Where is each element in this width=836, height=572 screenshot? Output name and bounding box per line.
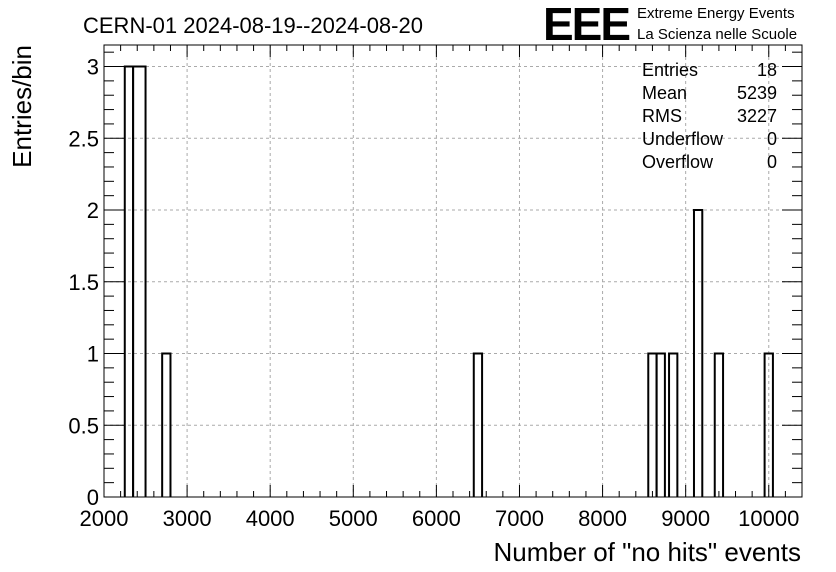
y-tick-label: 2.5 — [68, 126, 99, 151]
histogram-bar — [472, 352, 484, 497]
histogram-bar — [655, 352, 666, 497]
x-tick-label: 4000 — [246, 506, 295, 531]
histogram-bar — [668, 352, 679, 497]
plot-frame — [103, 44, 803, 498]
eee-logo: EEE Extreme Energy Events La Scienza nel… — [543, 0, 797, 50]
stat-label: RMS — [642, 106, 682, 126]
stats-box: Entries 18 Mean 5239 RMS 3227 Underflow 0 Overfl… — [642, 60, 777, 172]
y-tick-labels: 0 0.5 1 1.5 2 2.5 3 — [68, 55, 99, 510]
x-tick-label: 5000 — [329, 506, 378, 531]
stat-value: 18 — [757, 60, 777, 80]
stat-label: Underflow — [642, 129, 724, 149]
x-tick-label: 6000 — [412, 506, 461, 531]
stat-value: 5239 — [737, 83, 777, 103]
histogram-bar — [692, 209, 704, 497]
histogram-bar — [161, 352, 172, 497]
y-tick-label: 1.5 — [68, 270, 99, 295]
stat-label: Mean — [642, 83, 687, 103]
x-tick-label: 10000 — [738, 506, 799, 531]
x-tick-label: 7000 — [495, 506, 544, 531]
logo-letters: EEE — [543, 0, 629, 50]
x-tick-label: 9000 — [661, 506, 710, 531]
axis-ticks — [103, 45, 803, 498]
stat-label: Overflow — [642, 152, 714, 172]
y-tick-label: 0 — [87, 485, 99, 510]
x-axis-label: Number of "no hits" events — [494, 537, 802, 567]
x-tick-label: 3000 — [163, 506, 212, 531]
histogram-bar — [132, 65, 147, 497]
y-tick-label: 3 — [87, 55, 99, 80]
y-axis-label: Entries/bin — [7, 45, 37, 168]
y-tick-label: 0.5 — [68, 413, 99, 438]
y-tick-label: 2 — [87, 198, 99, 223]
x-tick-labels: 2000 3000 4000 5000 6000 7000 8000 9000 10000 — [80, 506, 800, 531]
stat-value: 0 — [767, 129, 777, 149]
logo-line-1: Extreme Energy Events — [637, 5, 795, 22]
logo-line-2: La Scienza nelle Scuole — [637, 26, 797, 43]
grid — [104, 45, 802, 497]
stat-value: 0 — [767, 152, 777, 172]
stat-label: Entries — [642, 60, 698, 80]
x-tick-label: 8000 — [578, 506, 627, 531]
y-tick-label: 1 — [87, 342, 99, 367]
histogram-bars — [123, 65, 774, 497]
chart-title: CERN-01 2024-08-19--2024-08-20 — [83, 13, 423, 38]
histogram-bar — [763, 352, 774, 497]
histogram-bar — [713, 352, 725, 497]
x-tick-label: 2000 — [80, 506, 129, 531]
stat-value: 3227 — [737, 106, 777, 126]
